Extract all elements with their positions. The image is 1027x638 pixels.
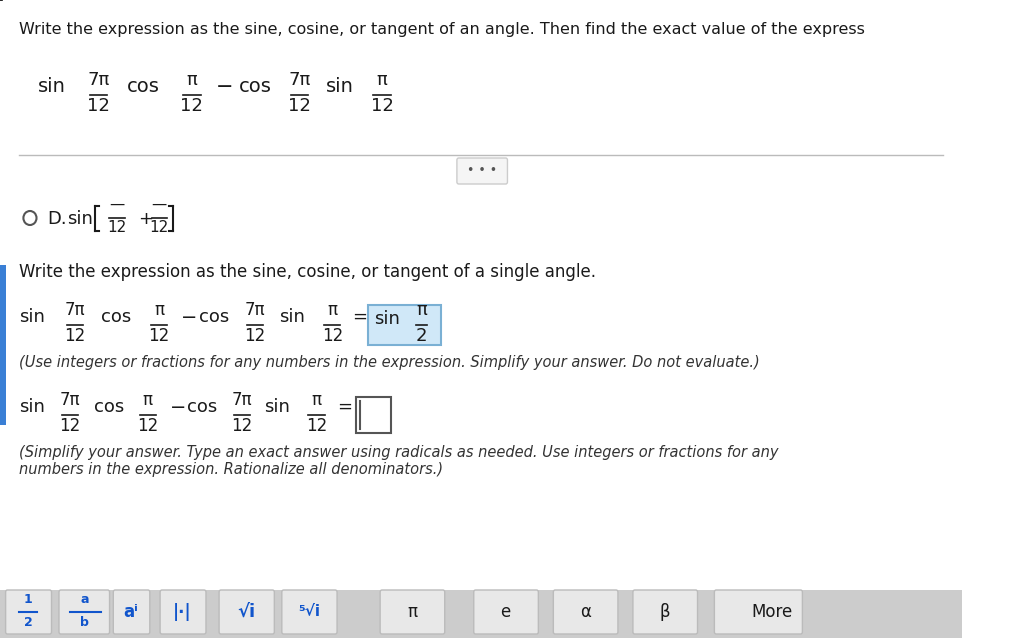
Text: 7π: 7π xyxy=(244,301,265,319)
Text: e: e xyxy=(500,603,510,621)
Text: 7π: 7π xyxy=(289,71,311,89)
Text: π: π xyxy=(143,391,153,409)
Text: cos: cos xyxy=(101,308,131,326)
Text: π: π xyxy=(407,603,417,621)
Text: (Use integers or fractions for any numbers in the expression. Simplify your answ: (Use integers or fractions for any numbe… xyxy=(18,355,760,370)
FancyBboxPatch shape xyxy=(219,590,274,634)
Text: |∙|: |∙| xyxy=(174,603,192,621)
Text: 12: 12 xyxy=(244,327,265,345)
Text: −: − xyxy=(169,397,186,417)
Text: 7π: 7π xyxy=(231,391,252,409)
Text: π: π xyxy=(187,71,197,89)
Text: sin: sin xyxy=(264,398,290,416)
Text: −: − xyxy=(181,308,197,327)
FancyBboxPatch shape xyxy=(554,590,618,634)
Text: sin: sin xyxy=(68,210,93,228)
Text: 12: 12 xyxy=(138,417,158,435)
Text: cos: cos xyxy=(199,308,230,326)
FancyBboxPatch shape xyxy=(715,590,802,634)
Text: More: More xyxy=(752,603,793,621)
Text: π: π xyxy=(416,301,426,319)
Text: 12: 12 xyxy=(150,220,168,235)
Text: 2: 2 xyxy=(24,616,33,629)
Text: 12: 12 xyxy=(231,417,253,435)
Text: sin: sin xyxy=(279,308,305,326)
Text: =: = xyxy=(337,398,352,416)
Text: 12: 12 xyxy=(60,417,81,435)
Text: 12: 12 xyxy=(306,417,327,435)
Text: 12: 12 xyxy=(108,220,126,235)
Text: 12: 12 xyxy=(149,327,169,345)
Text: 12: 12 xyxy=(87,97,110,115)
FancyBboxPatch shape xyxy=(5,590,51,634)
Text: 7π: 7π xyxy=(65,301,85,319)
Text: π: π xyxy=(154,301,164,319)
Text: π: π xyxy=(377,71,387,89)
Text: 7π: 7π xyxy=(87,71,110,89)
Text: α: α xyxy=(579,603,591,621)
FancyBboxPatch shape xyxy=(473,590,538,634)
FancyBboxPatch shape xyxy=(355,397,391,433)
Text: 12: 12 xyxy=(181,97,203,115)
FancyBboxPatch shape xyxy=(633,590,697,634)
Text: +: + xyxy=(138,210,153,228)
FancyBboxPatch shape xyxy=(368,305,441,345)
Text: sin: sin xyxy=(18,308,44,326)
Text: a: a xyxy=(80,593,88,606)
Text: π: π xyxy=(311,391,321,409)
Text: 12: 12 xyxy=(289,97,311,115)
Text: =: = xyxy=(352,308,367,326)
Text: Write the expression as the sine, cosine, or tangent of a single angle.: Write the expression as the sine, cosine… xyxy=(18,263,596,281)
Text: 1: 1 xyxy=(24,593,33,606)
FancyBboxPatch shape xyxy=(281,590,337,634)
Text: ⁵√i: ⁵√i xyxy=(298,604,320,619)
Text: 7π: 7π xyxy=(60,391,80,409)
Text: —: — xyxy=(152,197,166,212)
Text: sin: sin xyxy=(37,77,66,96)
FancyBboxPatch shape xyxy=(457,158,507,184)
Text: • • •: • • • xyxy=(467,165,497,177)
FancyBboxPatch shape xyxy=(0,0,961,590)
Text: D.: D. xyxy=(47,210,67,228)
FancyBboxPatch shape xyxy=(113,590,150,634)
Text: Write the expression as the sine, cosine, or tangent of an angle. Then find the : Write the expression as the sine, cosine… xyxy=(18,22,865,37)
Text: —: — xyxy=(110,197,124,212)
Text: √i: √i xyxy=(237,603,256,621)
Text: cos: cos xyxy=(93,398,124,416)
Text: cos: cos xyxy=(126,77,159,96)
Text: 12: 12 xyxy=(65,327,85,345)
FancyBboxPatch shape xyxy=(380,590,445,634)
Text: sin: sin xyxy=(375,310,401,328)
FancyBboxPatch shape xyxy=(59,590,110,634)
Text: aⁱ: aⁱ xyxy=(123,603,139,621)
Text: 12: 12 xyxy=(371,97,393,115)
FancyBboxPatch shape xyxy=(0,590,961,638)
Text: cos: cos xyxy=(187,398,218,416)
Text: (Simplify your answer. Type an exact answer using radicals as needed. Use intege: (Simplify your answer. Type an exact ans… xyxy=(18,445,778,477)
Text: cos: cos xyxy=(238,77,271,96)
Text: π: π xyxy=(328,301,338,319)
Text: sin: sin xyxy=(18,398,44,416)
Text: −: − xyxy=(216,77,233,97)
Text: sin: sin xyxy=(326,77,353,96)
Text: 2: 2 xyxy=(416,327,427,345)
Text: 12: 12 xyxy=(321,327,343,345)
FancyBboxPatch shape xyxy=(0,265,5,425)
Text: b: b xyxy=(80,616,88,629)
Text: β: β xyxy=(659,603,670,621)
FancyBboxPatch shape xyxy=(160,590,206,634)
